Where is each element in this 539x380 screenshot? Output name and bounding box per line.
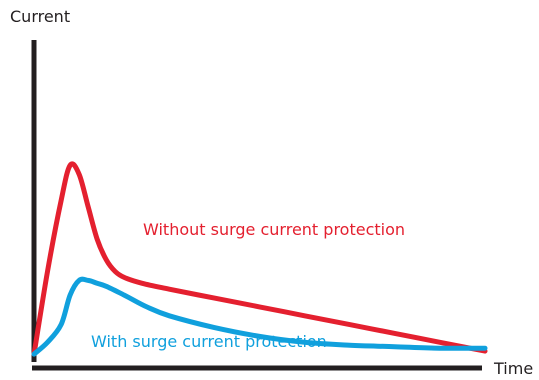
series-line-with-protection bbox=[31, 276, 488, 357]
series-line-without-protection bbox=[31, 161, 488, 357]
x-axis-label: Time bbox=[493, 359, 533, 378]
series-label-with-protection: With surge current protection bbox=[91, 332, 327, 351]
y-axis-label: Current bbox=[10, 7, 70, 26]
series-layer bbox=[31, 161, 488, 357]
axes bbox=[31, 40, 482, 371]
series-label-without-protection: Without surge current protection bbox=[143, 220, 405, 239]
